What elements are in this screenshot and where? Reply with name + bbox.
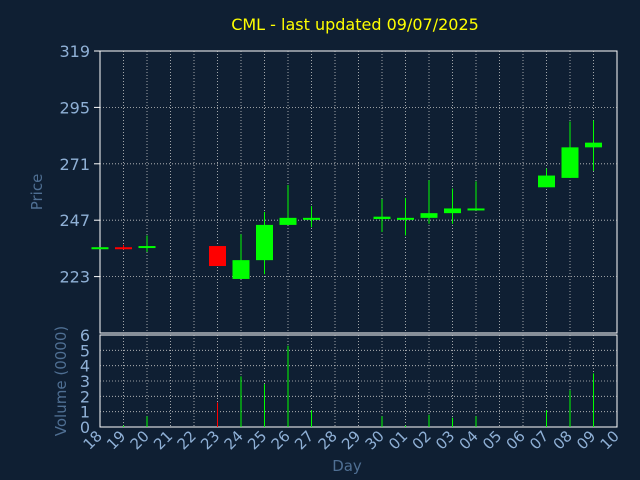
x-tick-label: 22 bbox=[174, 427, 200, 453]
candle-body-up bbox=[538, 175, 555, 188]
x-axis-title: Day bbox=[332, 457, 362, 475]
price-tick-label: 319 bbox=[59, 42, 90, 61]
x-tick-label: 04 bbox=[456, 427, 482, 453]
volume-tick-label: 2 bbox=[80, 387, 90, 406]
x-tick-label: 26 bbox=[268, 427, 294, 453]
candle-body-down bbox=[209, 246, 226, 267]
candle-body-up bbox=[397, 217, 414, 220]
volume-panel: 0123456181920212223242526272829300102030… bbox=[80, 326, 623, 453]
candle-body-up bbox=[444, 208, 461, 214]
x-tick-label: 01 bbox=[385, 427, 411, 453]
candle-body-up bbox=[279, 217, 297, 225]
volume-tick-label: 0 bbox=[80, 418, 90, 437]
price-tick-label: 271 bbox=[59, 155, 90, 174]
candle-body-up bbox=[420, 213, 438, 218]
candle-body-up bbox=[138, 246, 156, 249]
candle-body-up bbox=[91, 247, 109, 250]
price-tick-label: 223 bbox=[59, 268, 90, 287]
candle-body-up bbox=[467, 208, 485, 211]
x-tick-label: 24 bbox=[221, 427, 247, 453]
candle-body-up bbox=[303, 217, 320, 220]
volume-axis-title: Volume (0000) bbox=[52, 326, 70, 436]
x-tick-label: 23 bbox=[197, 427, 223, 453]
candle-body-up bbox=[232, 260, 250, 279]
x-tick-label: 06 bbox=[503, 427, 529, 453]
x-tick-label: 28 bbox=[315, 427, 341, 453]
volume-tick-label: 1 bbox=[80, 403, 90, 422]
candle-body-down bbox=[115, 247, 132, 250]
x-tick-label: 10 bbox=[597, 427, 623, 453]
candle-body-up bbox=[561, 147, 579, 178]
x-tick-label: 29 bbox=[338, 427, 364, 453]
volume-tick-label: 5 bbox=[80, 341, 90, 360]
x-tick-label: 02 bbox=[409, 427, 435, 453]
x-tick-label: 30 bbox=[362, 427, 388, 453]
price-panel: 319 295 271 247 223 bbox=[59, 42, 618, 334]
volume-tick-label: 4 bbox=[80, 357, 90, 376]
x-tick-label: 25 bbox=[244, 427, 270, 453]
price-tick-label: 295 bbox=[59, 98, 90, 117]
x-tick-label: 08 bbox=[550, 427, 576, 453]
candle-body-up bbox=[373, 216, 391, 220]
x-tick-label: 03 bbox=[432, 427, 458, 453]
volume-tick-label: 6 bbox=[80, 326, 90, 345]
x-tick-label: 09 bbox=[573, 427, 599, 453]
volume-tick-label: 3 bbox=[80, 372, 90, 391]
chart-title: CML - last updated 09/07/2025 bbox=[231, 15, 479, 34]
x-tick-label: 05 bbox=[479, 427, 505, 453]
x-tick-label: 27 bbox=[291, 427, 317, 453]
price-axis-title: Price bbox=[28, 174, 46, 211]
x-tick-label: 20 bbox=[127, 427, 153, 453]
price-tick-label: 247 bbox=[59, 211, 90, 230]
x-tick-label: 21 bbox=[150, 427, 176, 453]
candle-body-up bbox=[585, 142, 602, 148]
x-tick-label: 07 bbox=[526, 427, 552, 453]
x-tick-label: 19 bbox=[103, 427, 129, 453]
candle-body-up bbox=[256, 224, 273, 261]
